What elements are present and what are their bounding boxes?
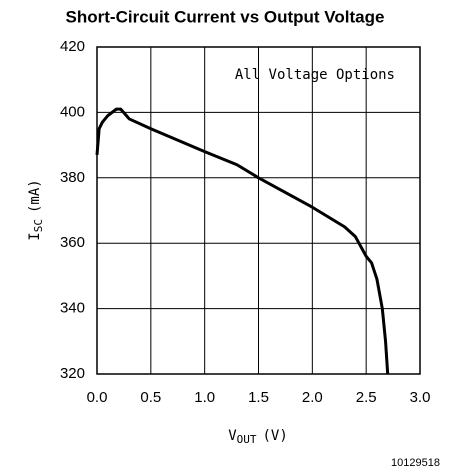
data-line xyxy=(95,107,390,375)
y-label-unit: (mA) xyxy=(27,179,43,213)
x-label-main: V xyxy=(228,428,237,444)
x-axis-label: VOUT (V) xyxy=(228,428,288,446)
x-tick-label: 3.0 xyxy=(410,389,431,406)
plot-frame xyxy=(96,46,421,375)
y-tick-label: 360 xyxy=(60,234,85,251)
y-tick-label: 420 xyxy=(60,38,85,55)
y-label-main: I xyxy=(27,232,43,240)
y-tick-label: 380 xyxy=(60,169,85,186)
x-label-unit: (V) xyxy=(263,428,288,444)
y-tick-label: 400 xyxy=(60,103,85,120)
x-label-sub: OUT xyxy=(237,433,257,446)
chart-title: Short-Circuit Current vs Output Voltage xyxy=(66,7,385,26)
x-tick-label: 1.0 xyxy=(194,389,215,406)
y-label-sub: SC xyxy=(32,219,45,232)
x-tick-label: 2.0 xyxy=(302,389,323,406)
annotation: All Voltage Options xyxy=(235,67,395,83)
x-tick-label: 1.5 xyxy=(248,389,269,406)
x-tick-label: 0.0 xyxy=(87,389,108,406)
figure-id: 10129518 xyxy=(391,457,440,469)
x-tick-label: 0.5 xyxy=(140,389,161,406)
x-tick-label: 2.5 xyxy=(356,389,377,406)
y-tick-label: 320 xyxy=(60,365,85,382)
y-tick-label: 340 xyxy=(60,300,85,317)
y-axis-label: ISC (mA) xyxy=(27,179,45,240)
